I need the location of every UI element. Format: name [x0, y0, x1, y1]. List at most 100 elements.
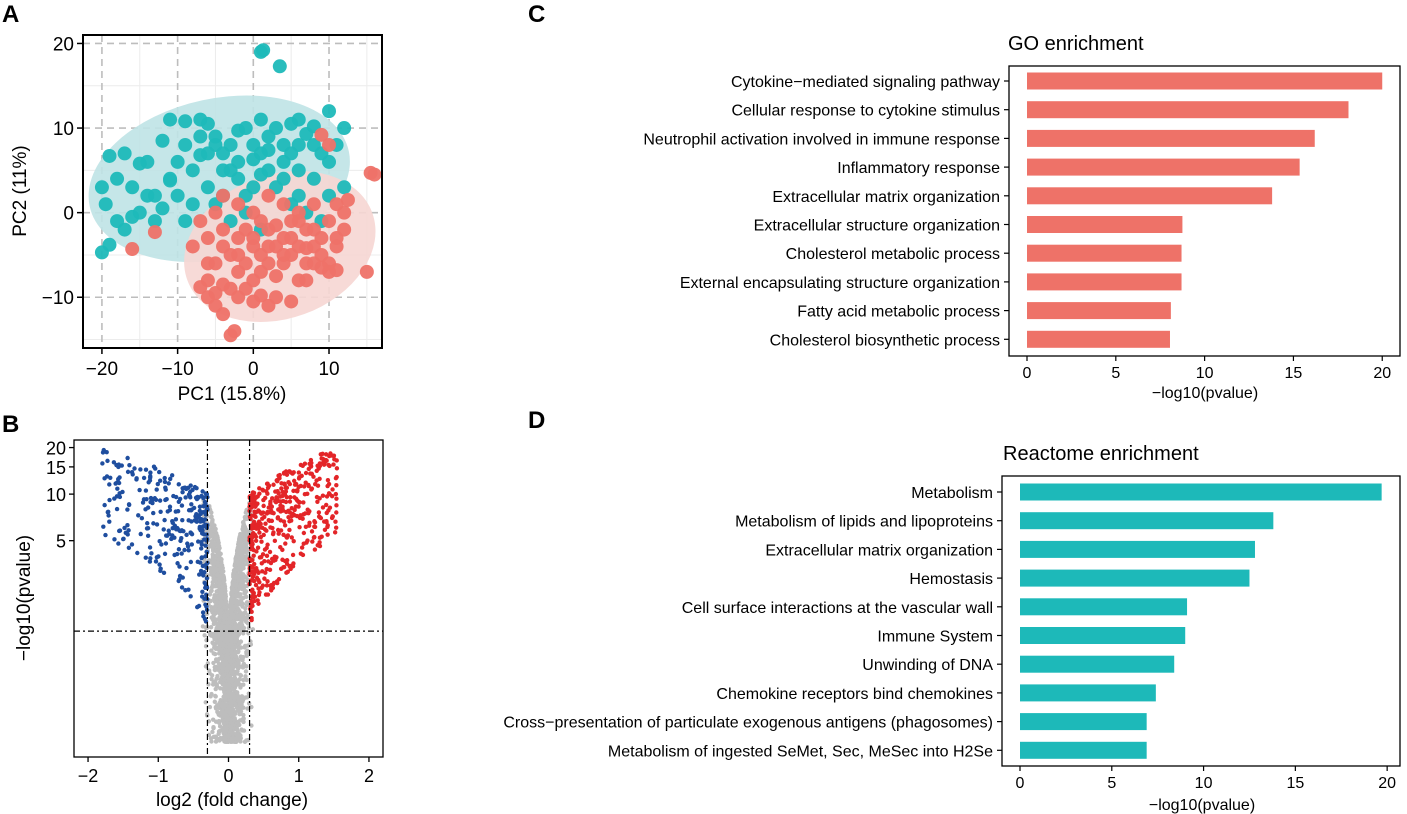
- volcano-point: [230, 582, 236, 587]
- reactome-x-axis: 0 5 10 15 20: [1016, 766, 1396, 792]
- bar-category-label: Extracellular matrix organization: [772, 189, 1000, 206]
- volcano-point: [138, 531, 143, 537]
- volcano-point: [267, 549, 273, 555]
- volcano-point: [238, 672, 243, 678]
- volcano-point: [283, 489, 289, 494]
- volcano-point: [287, 499, 293, 504]
- volcano-point: [292, 478, 297, 484]
- volcano-point: [107, 519, 112, 524]
- reactome-plot-frame: [1001, 475, 1401, 767]
- volcano-point: [163, 541, 169, 546]
- volcano-point: [253, 582, 259, 588]
- volcano-point: [260, 552, 266, 557]
- volcano-point: [241, 728, 247, 733]
- volcano-point: [231, 568, 237, 573]
- volcano-point: [249, 723, 254, 728]
- volcano-point: [318, 452, 323, 457]
- volcano-point: [289, 535, 294, 540]
- x-tick-label: 0: [1023, 365, 1032, 382]
- volcano-point: [324, 494, 330, 499]
- x-tick-label: 5: [1111, 365, 1120, 382]
- x-tick-label: 20: [1373, 365, 1391, 382]
- volcano-point: [251, 519, 257, 525]
- volcano-point: [255, 545, 261, 550]
- volcano-point: [306, 466, 311, 472]
- volcano-x-tick-label: 1: [294, 766, 304, 786]
- volcano-point: [215, 626, 221, 631]
- volcano-point: [296, 476, 302, 481]
- pca-point: [200, 273, 215, 288]
- volcano-point: [108, 475, 113, 480]
- pca-point: [269, 269, 284, 284]
- volcano-point: [265, 509, 270, 515]
- pca-point: [110, 171, 125, 186]
- volcano-point: [154, 555, 160, 560]
- volcano-point: [261, 532, 266, 538]
- volcano-point: [252, 561, 257, 567]
- pca-point: [193, 214, 208, 229]
- bar: [1020, 512, 1274, 530]
- volcano-point: [262, 559, 267, 564]
- pca-y-axis: −10 0 10 20: [42, 34, 83, 309]
- pca-point: [261, 143, 276, 158]
- volcano-point: [157, 562, 162, 567]
- volcano-point: [255, 569, 260, 574]
- volcano-point: [243, 674, 248, 679]
- volcano-point: [147, 478, 153, 483]
- volcano-point: [114, 480, 120, 485]
- reactome-x-axis-label: −log10(pvalue): [1149, 797, 1255, 814]
- volcano-point: [172, 535, 177, 540]
- pca-point: [291, 239, 306, 254]
- pca-point: [337, 180, 352, 195]
- volcano-point: [226, 691, 232, 697]
- volcano-point: [182, 485, 188, 490]
- volcano-point: [238, 733, 243, 738]
- x-tick-label: 5: [1107, 775, 1116, 792]
- bar-category-label: Cross−presentation of particulate exogen…: [503, 715, 993, 732]
- volcano-point: [226, 716, 231, 721]
- volcano-point: [196, 603, 202, 609]
- volcano-point: [213, 603, 218, 609]
- volcano-point: [116, 541, 121, 546]
- pca-point: [231, 197, 246, 212]
- pca-point: [163, 173, 178, 188]
- volcano-point: [250, 557, 255, 563]
- volcano-point: [178, 574, 184, 580]
- volcano-point: [138, 467, 143, 472]
- volcano-point: [211, 660, 216, 666]
- pca-point: [253, 214, 268, 229]
- volcano-point: [239, 694, 245, 699]
- volcano-point: [232, 716, 237, 721]
- volcano-point: [301, 530, 307, 536]
- volcano-point: [291, 538, 296, 544]
- volcano-point: [326, 508, 331, 513]
- pca-point: [193, 129, 208, 144]
- volcano-point: [233, 557, 238, 563]
- volcano-point: [112, 537, 117, 542]
- volcano-point: [300, 516, 305, 521]
- volcano-point: [324, 502, 329, 508]
- volcano-point: [238, 600, 244, 605]
- volcano-point: [161, 570, 167, 576]
- volcano-point: [103, 532, 108, 538]
- volcano-point: [189, 531, 195, 537]
- volcano-point: [296, 499, 301, 504]
- volcano-point: [184, 565, 189, 571]
- volcano-point: [232, 563, 238, 568]
- volcano-point: [265, 592, 271, 597]
- pca-point: [185, 163, 200, 178]
- volcano-point: [254, 575, 260, 580]
- volcano-point: [294, 513, 300, 519]
- volcano-point: [217, 580, 222, 585]
- pca-point: [170, 188, 185, 203]
- volcano-point: [332, 530, 338, 535]
- volcano-point: [176, 499, 182, 504]
- pca-point: [216, 188, 231, 203]
- volcano-point: [239, 532, 245, 537]
- volcano-point: [107, 497, 112, 503]
- volcano-point: [106, 509, 111, 514]
- volcano-point: [204, 494, 209, 499]
- volcano-points: [100, 447, 340, 745]
- volcano-point: [182, 547, 187, 553]
- volcano-point: [317, 515, 323, 520]
